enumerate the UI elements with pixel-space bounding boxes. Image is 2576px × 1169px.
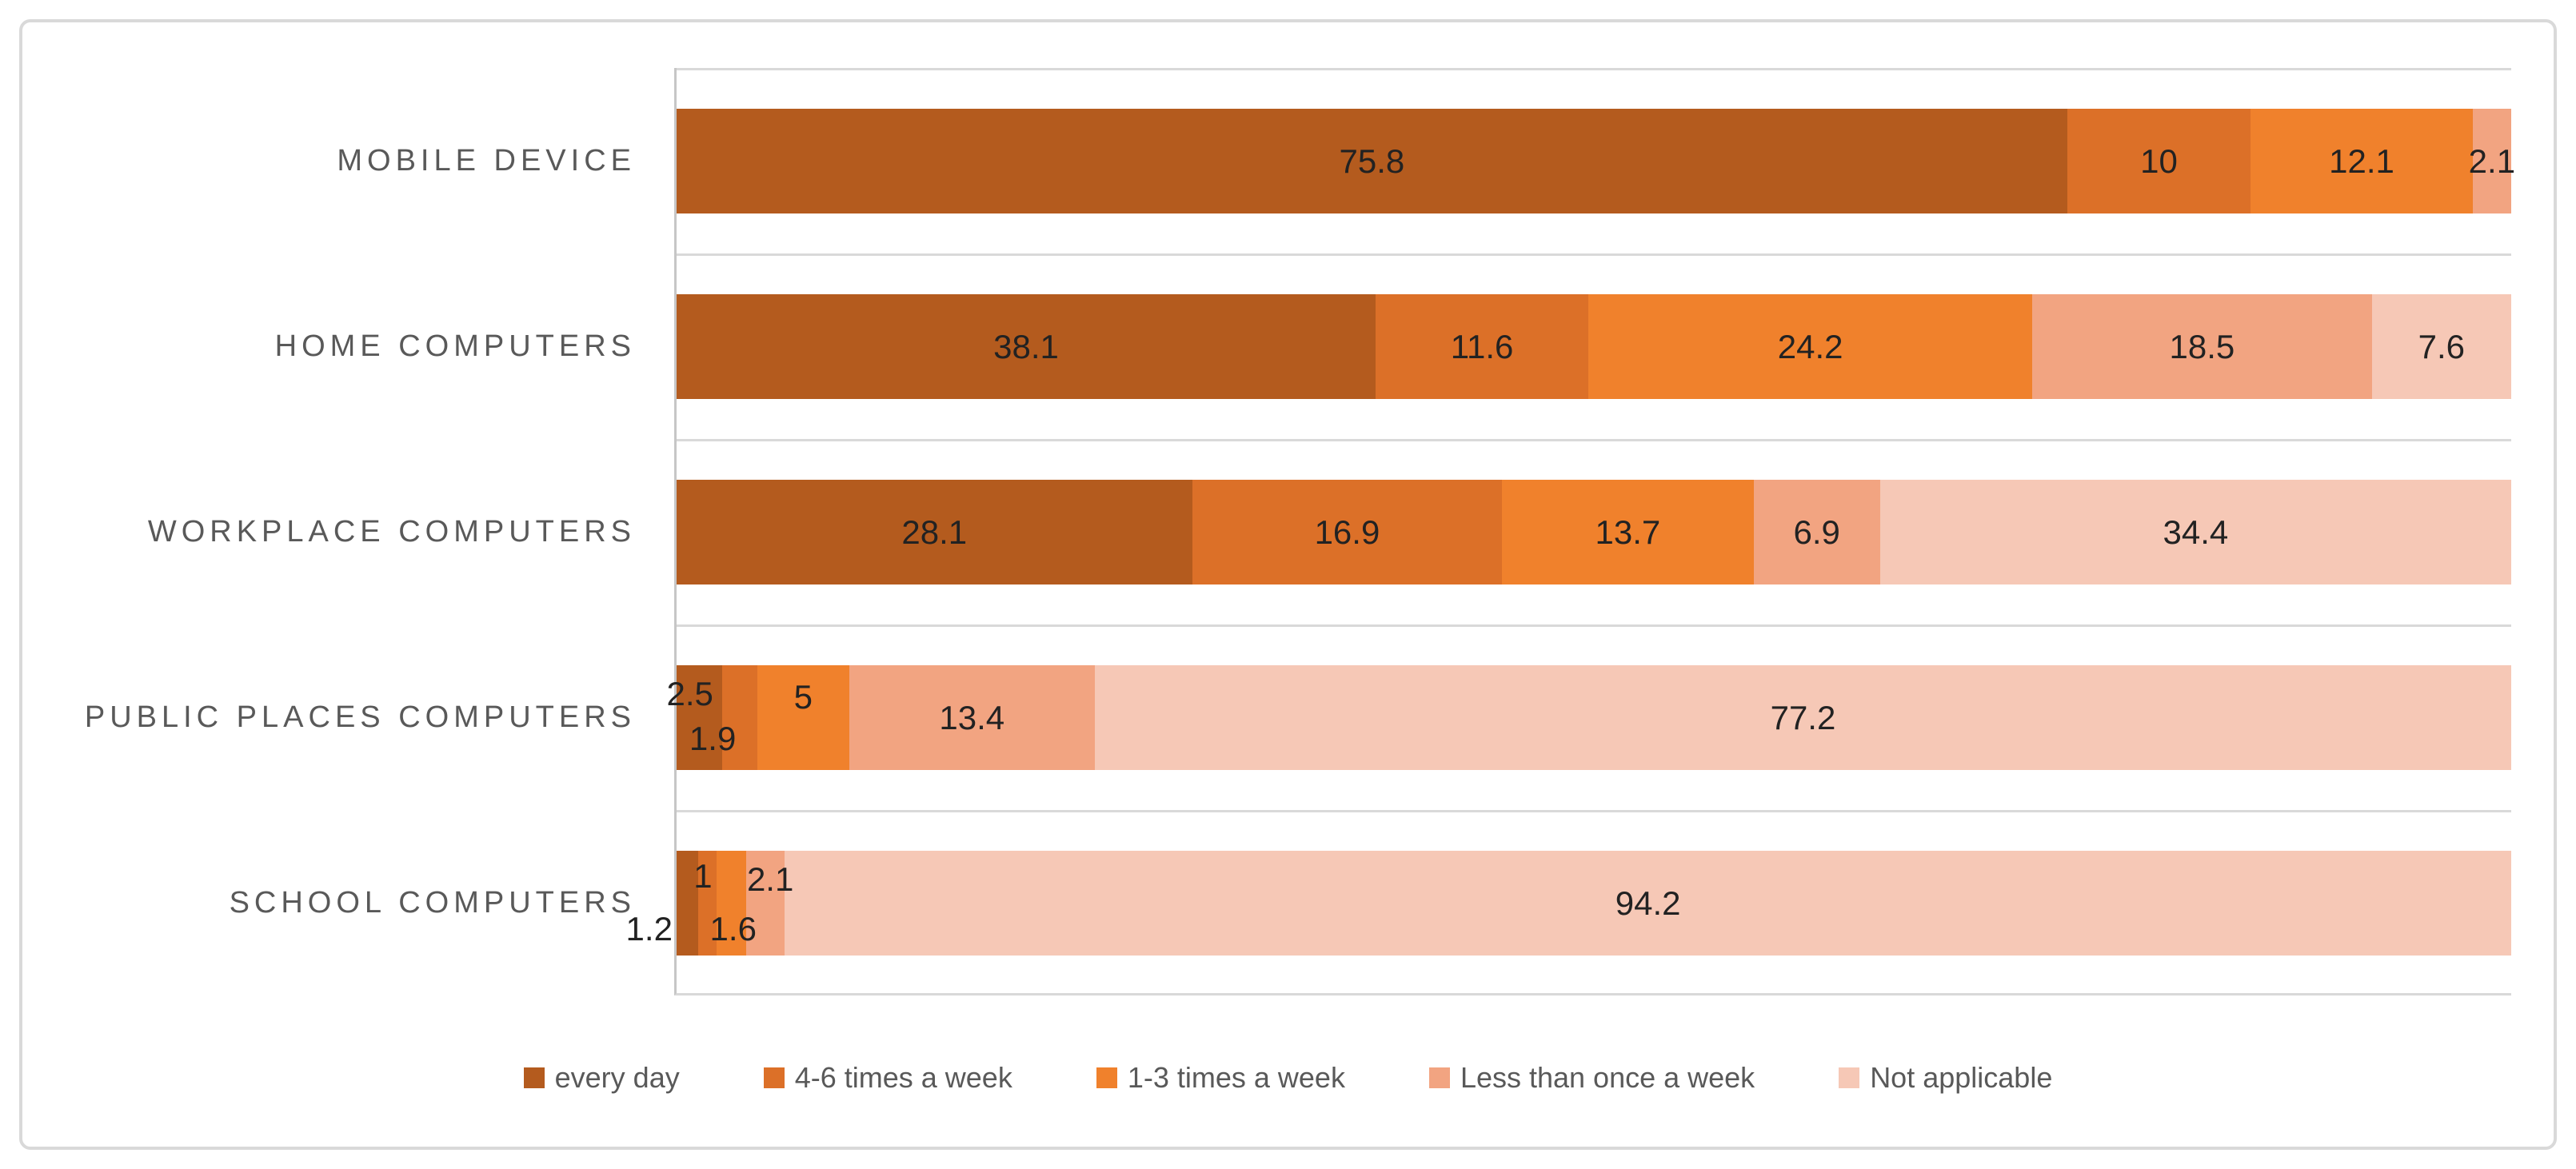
bar-segment: 12.1 — [2251, 109, 2473, 213]
bar-segment: 2.5 — [666, 665, 723, 770]
chart-row: 1.2 1 1.6 2.1 94.2 — [626, 810, 2512, 995]
data-label: 5 — [793, 677, 813, 716]
legend-swatch-icon — [523, 1067, 545, 1088]
bar-segment: 11.6 — [1376, 294, 1589, 399]
bar-segment: 6.9 — [1753, 480, 1880, 584]
data-label: 11.6 — [1450, 327, 1514, 365]
bar-segment: 1 — [693, 851, 717, 956]
legend-label: 1-3 times a week — [1127, 1061, 1345, 1094]
stacked-bar: 1.2 1 1.6 2.1 94.2 — [626, 851, 2512, 956]
data-label: 1 — [693, 856, 713, 895]
data-label: 10 — [2140, 142, 2178, 180]
category-label: PUBLIC PLACES COMPUTERS — [84, 700, 636, 734]
legend-item: 4-6 times a week — [763, 1061, 1012, 1095]
data-label: 38.1 — [993, 327, 1059, 365]
bar-segment: 7.6 — [2371, 294, 2511, 399]
bar-segment: 13.4 — [849, 665, 1095, 770]
category-label: MOBILE DEVICE — [337, 143, 636, 178]
data-label: 16.9 — [1314, 513, 1380, 551]
bar-segment: 34.4 — [1879, 480, 2511, 584]
data-label: 13.7 — [1595, 513, 1661, 551]
chart-row: 75.8 10 12.1 2.1 — [677, 68, 2515, 253]
legend-item: Less than once a week — [1428, 1061, 1755, 1095]
stacked-bar: 38.1 11.6 24.2 18.5 7.6 — [677, 294, 2511, 399]
legend-label: Not applicable — [1870, 1061, 2053, 1094]
data-label: 2.1 — [746, 860, 794, 898]
legend-label: Less than once a week — [1460, 1061, 1755, 1094]
bar-segment: 28.1 — [677, 480, 1192, 584]
data-label: 1.2 — [625, 909, 673, 948]
bar-segment: 38.1 — [677, 294, 1376, 399]
data-label: 7.6 — [2418, 327, 2465, 365]
data-label: 77.2 — [1770, 698, 1836, 736]
bar-segment: 2.1 — [746, 851, 793, 956]
data-label: 6.9 — [1793, 513, 1840, 551]
legend-swatch-icon — [1839, 1067, 1860, 1088]
data-label: 18.5 — [2169, 327, 2235, 365]
bar-segment: 75.8 — [677, 109, 2067, 213]
legend-item: every day — [523, 1061, 680, 1095]
data-label: 2.1 — [2468, 142, 2516, 180]
bar-segment: 1.2 — [626, 851, 699, 956]
bar-segment: 1.6 — [710, 851, 757, 956]
bar-segment: 18.5 — [2032, 294, 2372, 399]
data-label: 2.5 — [666, 674, 713, 712]
bar-segment: 2.1 — [2469, 109, 2515, 213]
data-label: 94.2 — [1615, 884, 1681, 922]
chart-row: 28.1 16.9 13.7 6.9 34.4 — [677, 439, 2511, 624]
bar-segment: 1.9 — [689, 665, 757, 770]
legend-label: 4-6 times a week — [794, 1061, 1012, 1094]
legend-label: every day — [554, 1061, 680, 1094]
bar-segment: 13.7 — [1502, 480, 1754, 584]
legend: every day 4-6 times a week 1-3 times a wee… — [0, 1054, 2576, 1102]
stacked-bar: 28.1 16.9 13.7 6.9 34.4 — [677, 480, 2511, 584]
data-label: 24.2 — [1777, 327, 1843, 365]
chart-row: 2.5 1.9 5 13.4 77.2 — [666, 624, 2511, 810]
data-label: 75.8 — [1339, 142, 1405, 180]
data-label: 12.1 — [2329, 142, 2394, 180]
stacked-bar: 75.8 10 12.1 2.1 — [677, 109, 2515, 213]
legend-swatch-icon — [1096, 1067, 1117, 1088]
legend-swatch-icon — [763, 1067, 785, 1088]
bar-segment: 77.2 — [1095, 665, 2511, 770]
bar-segment: 5 — [757, 665, 849, 770]
data-label: 13.4 — [939, 698, 1005, 736]
plot-area: 75.8 10 12.1 2.1 38.1 11.6 24.2 18.5 7.6 28.1 16.9… — [626, 68, 2515, 995]
data-label: 1.6 — [709, 909, 757, 948]
chart-row: 38.1 11.6 24.2 18.5 7.6 — [677, 253, 2511, 439]
bar-segment: 24.2 — [1588, 294, 2033, 399]
legend-item: Not applicable — [1839, 1061, 2052, 1095]
bar-segment: 94.2 — [785, 851, 2512, 956]
stacked-bar: 2.5 1.9 5 13.4 77.2 — [666, 665, 2511, 770]
bar-segment: 10 — [2067, 109, 2251, 213]
legend-swatch-icon — [1428, 1067, 1450, 1088]
data-label: 1.9 — [689, 719, 737, 757]
bar-segment: 16.9 — [1192, 480, 1503, 584]
category-label: WORKPLACE COMPUTERS — [147, 514, 636, 549]
data-label: 28.1 — [901, 513, 968, 551]
category-label: HOME COMPUTERS — [274, 329, 636, 363]
data-label: 34.4 — [2163, 513, 2229, 551]
category-label: SCHOOL COMPUTERS — [229, 885, 636, 920]
legend-item: 1-3 times a week — [1096, 1061, 1345, 1095]
